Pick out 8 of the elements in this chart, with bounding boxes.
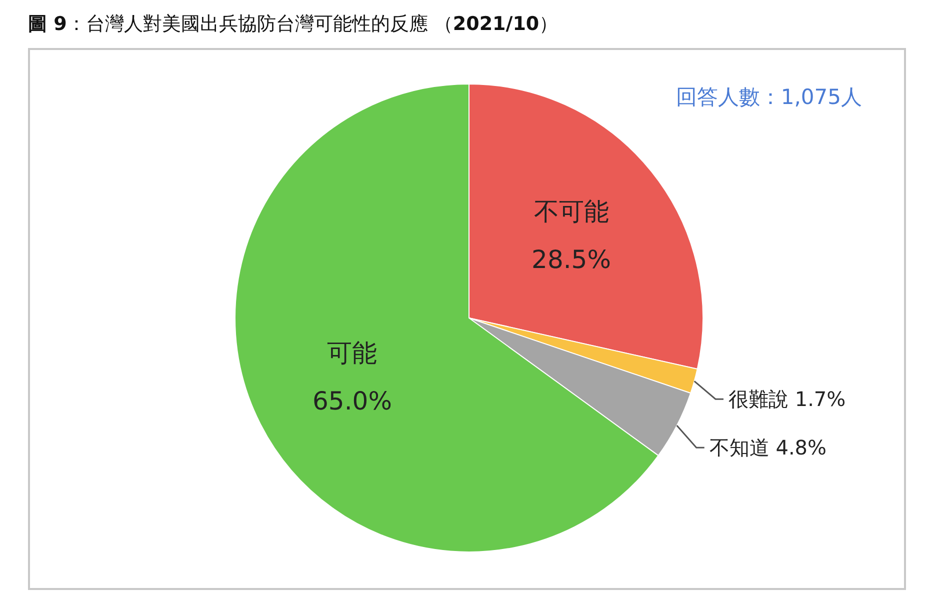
data-label: 28.5% [532, 245, 611, 274]
chart-title: 圖 9：台灣人對美國出兵協防台灣可能性的反應 （2021/10） [28, 13, 558, 35]
slice-label: 不知道 4.8% [709, 436, 827, 460]
slice-label: 很難說 1.7% [728, 387, 846, 412]
data-label: 65.0% [312, 386, 392, 416]
text: 回答人數：1,075人 [676, 85, 862, 109]
slice-label: 可能 [327, 338, 378, 368]
slice-label: 不可能 [534, 197, 609, 226]
